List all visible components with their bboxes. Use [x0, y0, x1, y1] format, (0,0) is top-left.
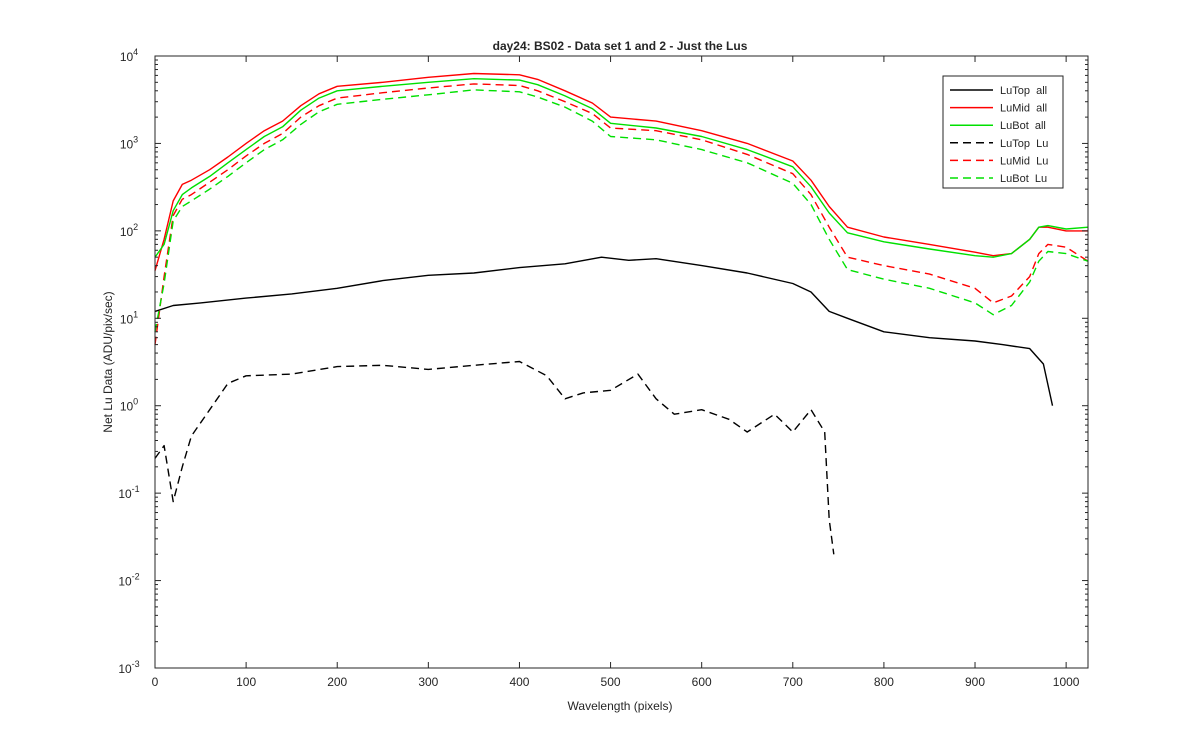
x-tick-label: 700 — [783, 675, 803, 689]
legend-label: LuTop Lu — [1000, 138, 1048, 150]
x-tick-label: 100 — [236, 675, 256, 689]
x-tick-label: 800 — [874, 675, 894, 689]
x-tick-label: 900 — [965, 675, 985, 689]
y-tick-label: 10-3 — [118, 659, 139, 676]
x-tick-label: 600 — [692, 675, 712, 689]
y-tick-label: 10-2 — [118, 572, 139, 589]
legend-label: LuBot Lu — [1000, 173, 1047, 185]
x-tick-label: 1000 — [1053, 675, 1080, 689]
x-axis-label: Wavelength (pixels) — [568, 699, 673, 713]
y-tick-label: 102 — [120, 222, 138, 239]
legend-label: LuMid Lu — [1000, 155, 1048, 167]
series-line-3 — [154, 360, 835, 555]
series-layer — [154, 72, 1089, 555]
y-tick-label: 100 — [120, 397, 138, 414]
y-tick-label: 10-1 — [118, 484, 139, 501]
series-line-2 — [154, 78, 1089, 258]
legend-label: LuMid all — [1000, 103, 1047, 115]
series-line-1 — [154, 72, 1088, 271]
plot-area — [155, 56, 1088, 668]
chart-title: day24: BS02 - Data set 1 and 2 - Just th… — [493, 39, 748, 53]
x-tick-label: 500 — [601, 675, 621, 689]
legend-label: LuBot all — [1000, 120, 1046, 132]
legend-label: LuTop all — [1000, 85, 1047, 97]
y-axis-ticks: 10-3 10-2 10-1 100 101 102 103 104 — [118, 47, 1088, 676]
series-line-4 — [154, 83, 1089, 345]
x-tick-label: 200 — [327, 675, 347, 689]
y-tick-label: 103 — [120, 134, 138, 151]
y-tick-label: 104 — [120, 47, 138, 64]
y-axis-label: Net Lu Data (ADU/pix/sec) — [101, 291, 115, 432]
x-axis-ticks: 0 100 200 300 400 500 600 700 800 900 1000 — [152, 56, 1080, 689]
plot-frame — [154, 55, 1089, 669]
y-tick-label: 101 — [120, 309, 138, 326]
x-tick-label: 300 — [418, 675, 438, 689]
series-line-5 — [154, 89, 1089, 332]
x-tick-label: 400 — [509, 675, 529, 689]
x-tick-label: 0 — [152, 675, 159, 689]
legend: LuTop all LuMid all LuBot all LuTop Lu LuMid… — [942, 75, 1064, 189]
legend-box — [942, 75, 1064, 189]
series-line-0 — [154, 256, 1054, 406]
